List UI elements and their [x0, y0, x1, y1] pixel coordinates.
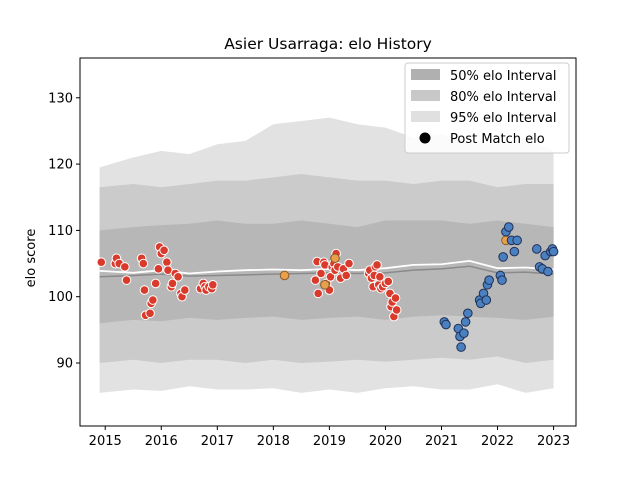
post-match-point-orange: [320, 279, 330, 290]
post-match-point-red: [96, 257, 107, 268]
post-match-point-red: [344, 258, 354, 269]
post-match-point-blue: [463, 308, 473, 319]
post-match-point-red: [121, 275, 132, 285]
post-match-point-blue: [543, 266, 553, 277]
x-tick-label: 2023: [537, 434, 570, 449]
post-match-point-orange: [330, 253, 340, 264]
legend-label-80: 80% elo Interval: [450, 90, 557, 105]
post-match-point-red: [310, 275, 321, 285]
post-match-point-blue: [531, 244, 542, 254]
band-50: [99, 220, 554, 324]
x-tick-label: 2018: [257, 434, 290, 449]
post-match-point-blue: [459, 328, 469, 338]
legend-marker-post-match: [419, 132, 431, 144]
post-match-point-red: [180, 285, 190, 295]
data-points: [96, 222, 559, 352]
axes: 2015 2016 2017 2018 2019 2020 2021 2022 2023 90 10…: [48, 57, 577, 449]
post-match-point-red: [148, 295, 158, 305]
y-tick-label: 120: [48, 158, 73, 173]
plot-area: [96, 117, 559, 393]
post-match-point-red: [375, 272, 385, 282]
post-match-point-orange: [279, 270, 290, 281]
y-tick-label: 110: [48, 224, 73, 239]
x-tick-label: 2019: [313, 434, 346, 449]
y-tick-label: 130: [48, 91, 73, 106]
post-match-point-red: [145, 308, 155, 319]
post-match-point-red: [383, 276, 394, 287]
x-tick-label: 2022: [481, 434, 514, 449]
post-match-point-red: [208, 279, 218, 290]
post-match-point-blue: [481, 295, 492, 305]
legend-swatch-50: [411, 69, 440, 80]
plot-frame: [79, 57, 577, 427]
post-match-point-blue: [441, 319, 451, 330]
x-tick-label: 2017: [201, 434, 234, 449]
legend-label-50: 50% elo Interval: [450, 69, 557, 84]
post-match-point-red: [341, 270, 352, 281]
x-tick-label: 2016: [145, 434, 178, 449]
post-match-point-red: [120, 262, 130, 272]
post-match-point-blue: [460, 317, 471, 327]
post-match-point-red: [391, 305, 402, 315]
post-match-point-red: [138, 258, 149, 269]
x-tick-label: 2020: [369, 434, 402, 449]
post-match-point-blue: [498, 252, 508, 262]
interval-bands: [99, 117, 554, 393]
post-match-point-red: [313, 288, 323, 299]
post-match-point-blue: [512, 235, 522, 246]
post-match-point-blue: [509, 246, 520, 257]
x-tick-label: 2021: [425, 434, 458, 449]
legend-frame: [404, 62, 570, 154]
legend-swatch-95: [411, 111, 440, 122]
post-match-point-red: [139, 285, 150, 295]
post-match-point-blue: [497, 275, 507, 285]
post-match-point-red: [316, 268, 326, 279]
post-match-point-red: [153, 264, 164, 274]
y-tick-label: 90: [56, 357, 73, 372]
post-match-point-blue: [456, 342, 466, 352]
post-match-point-red: [325, 272, 336, 282]
post-match-point-red: [150, 278, 161, 289]
post-match-point-blue: [503, 222, 514, 232]
legend: 50% elo Interval 80% elo Interval 95% el…: [404, 62, 570, 154]
legend-swatch-80: [411, 90, 440, 101]
post-match-point-blue: [548, 246, 559, 257]
post-match-point-red: [173, 272, 183, 282]
post-match-point-red: [159, 245, 169, 256]
legend-label-post-match: Post Match elo: [450, 132, 545, 147]
post-match-point-red: [372, 260, 382, 270]
y-axis-label: elo score: [24, 229, 39, 288]
post-match-point-red: [390, 293, 401, 303]
post-match-point-red: [162, 257, 172, 268]
post-match-point-red: [167, 278, 178, 289]
y-tick-label: 100: [48, 290, 73, 305]
legend-label-95: 95% elo Interval: [450, 111, 557, 126]
x-tick-label: 2015: [89, 434, 122, 449]
chart-title: Asier Usarraga: elo History: [224, 35, 432, 53]
post-match-point-blue: [484, 275, 494, 285]
